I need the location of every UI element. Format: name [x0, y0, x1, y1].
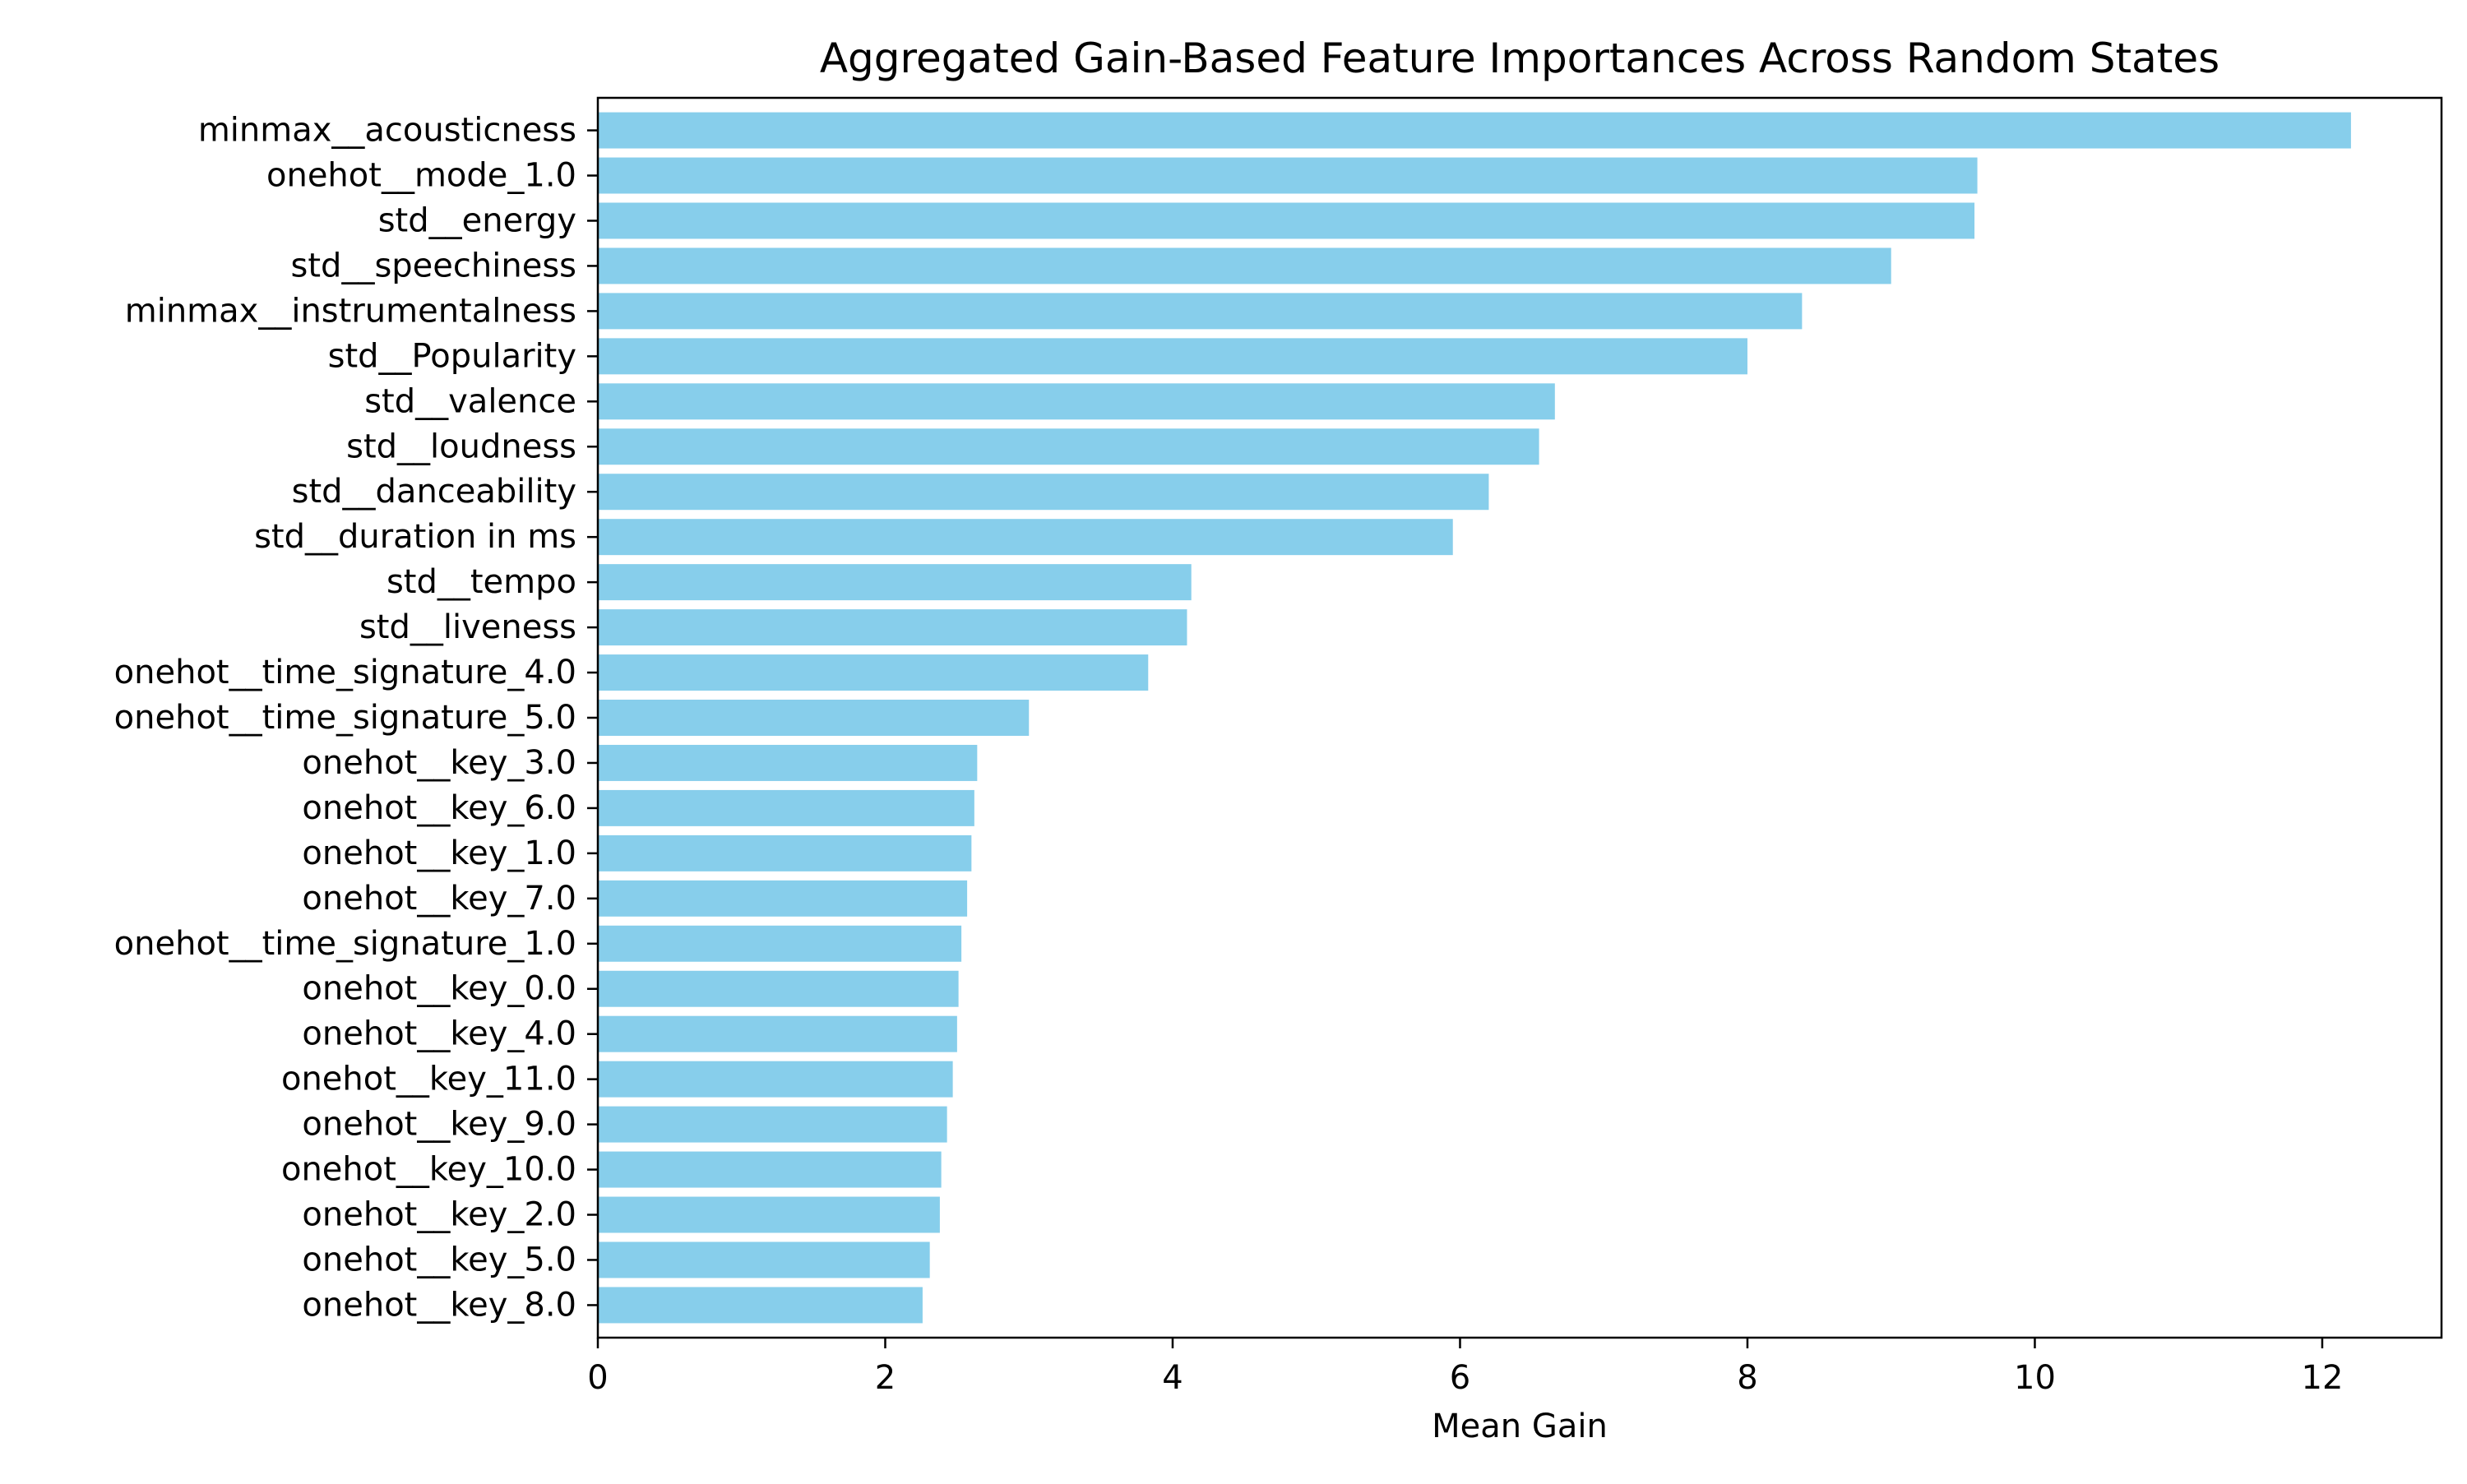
x-tick-label: 2: [875, 1359, 896, 1397]
y-tick-label: onehot__key_5.0: [302, 1241, 576, 1278]
bar: [598, 700, 1030, 736]
bar: [598, 202, 1975, 239]
y-tick-label: onehot__key_4.0: [302, 1015, 576, 1053]
y-tick-label: onehot__key_3.0: [302, 744, 576, 782]
y-tick-label: std__loudness: [346, 428, 576, 465]
y-tick-label: std__speechiness: [291, 247, 576, 284]
x-tick-label: 4: [1162, 1359, 1183, 1397]
y-tick-label: minmax__instrumentalness: [125, 292, 576, 330]
y-tick-label: onehot__key_10.0: [281, 1151, 576, 1189]
y-tick-label: std__duration in ms: [254, 518, 576, 556]
y-tick-label: std__liveness: [359, 608, 576, 646]
bar: [598, 1015, 957, 1052]
bars-group: [598, 112, 2351, 1324]
chart-title: Aggregated Gain-Based Feature Importance…: [820, 35, 2219, 82]
y-tick-label: onehot__key_1.0: [302, 834, 576, 872]
y-tick-label: onehot__time_signature_4.0: [114, 654, 576, 691]
x-tick-label: 10: [2014, 1359, 2056, 1397]
bar: [598, 925, 962, 962]
x-tick-label: 12: [2302, 1359, 2344, 1397]
y-tick-label: onehot__mode_1.0: [266, 157, 576, 195]
bar: [598, 880, 968, 917]
bar: [598, 1061, 953, 1098]
y-tick-label: std__energy: [378, 201, 576, 239]
x-ticks-group: 0 2 4 6 8 10 12: [587, 1338, 2343, 1397]
y-tick-label: std__valence: [364, 382, 576, 420]
bar: [598, 970, 959, 1007]
y-tick-labels-group: minmax__acousticness onehot__mode_1.0 std_…: [114, 112, 598, 1324]
x-axis-label: Mean Gain: [1432, 1408, 1608, 1445]
bar: [598, 474, 1489, 511]
x-tick-label: 8: [1737, 1359, 1757, 1397]
bar: [598, 654, 1149, 691]
y-tick-label: onehot__key_8.0: [302, 1286, 576, 1324]
y-tick-label: onehot__key_11.0: [281, 1061, 576, 1098]
bar: [598, 338, 1747, 375]
bar: [598, 1196, 940, 1233]
bar: [598, 744, 978, 781]
bar: [598, 789, 974, 826]
y-tick-label: onehot__time_signature_5.0: [114, 699, 576, 737]
bar: [598, 834, 972, 871]
y-tick-label: minmax__acousticness: [198, 112, 576, 150]
bar: [598, 1287, 923, 1324]
y-tick-label: onehot__key_7.0: [302, 880, 576, 918]
y-tick-label: onehot__key_2.0: [302, 1196, 576, 1234]
x-tick-label: 6: [1450, 1359, 1470, 1397]
plot-frame: [596, 96, 2443, 1339]
bar: [598, 609, 1187, 646]
bar: [598, 1151, 942, 1188]
bar: [598, 293, 1803, 330]
y-tick-label: onehot__key_0.0: [302, 970, 576, 1008]
y-tick-label: std__danceability: [292, 473, 576, 511]
bar: [598, 1106, 947, 1143]
bar: [598, 112, 2351, 149]
y-tick-label: onehot__time_signature_1.0: [114, 925, 576, 963]
y-tick-label: std__tempo: [386, 563, 576, 601]
bar: [598, 564, 1192, 601]
bar: [598, 428, 1539, 465]
y-tick-label: std__Popularity: [328, 337, 576, 375]
y-tick-label: onehot__key_6.0: [302, 789, 576, 827]
y-tick-label: onehot__key_9.0: [302, 1106, 576, 1144]
bar: [598, 1241, 930, 1278]
x-tick-label: 0: [587, 1359, 608, 1397]
bar: [598, 519, 1453, 556]
bar: [598, 383, 1555, 420]
bar: [598, 247, 1891, 284]
bar: [598, 157, 1978, 194]
